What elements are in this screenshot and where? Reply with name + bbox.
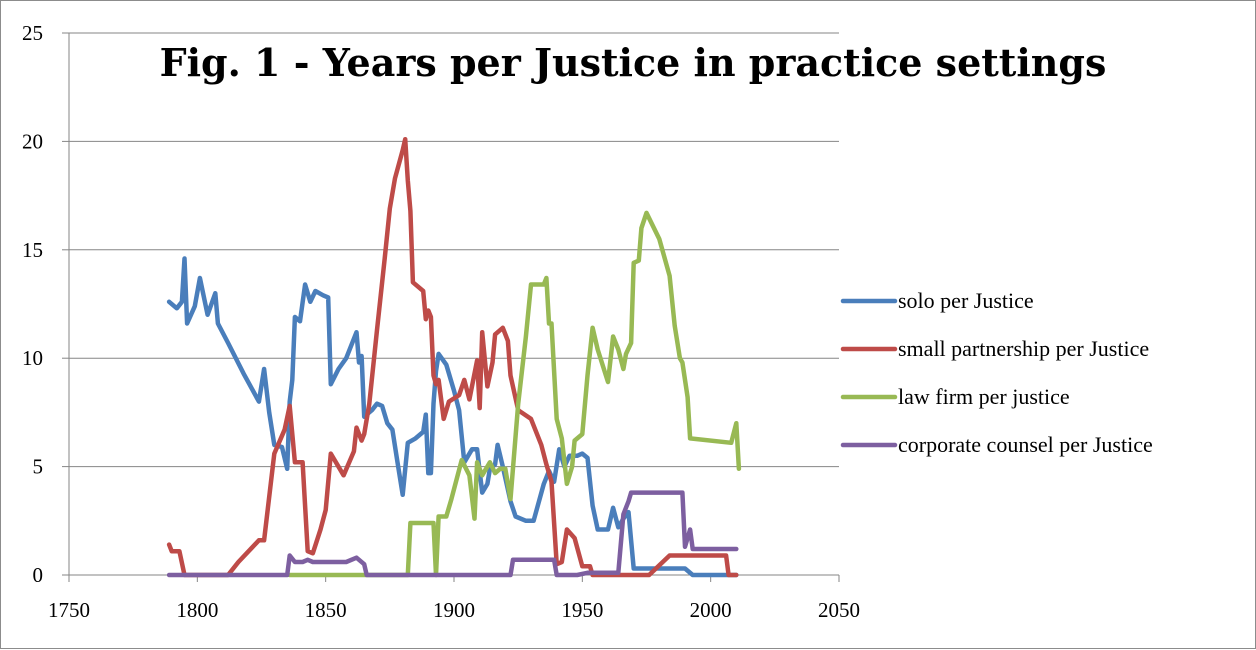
x-tick-label: 2050 bbox=[818, 598, 860, 622]
series-lines bbox=[166, 136, 742, 578]
axes: 0 5 10 15 20 25 1750 1800 1850 1900 1950 2000 2050 bbox=[22, 21, 860, 622]
legend-label: solo per Justice bbox=[898, 288, 1034, 313]
legend-label: corporate counsel per Justice bbox=[898, 432, 1153, 457]
y-tick-label: 25 bbox=[22, 21, 43, 45]
chart-title: Fig. 1 - Years per Justice in practice s… bbox=[160, 40, 1107, 85]
y-tick-label: 20 bbox=[22, 129, 43, 153]
x-tick-label: 1750 bbox=[48, 598, 90, 622]
x-tick-label: 1850 bbox=[305, 598, 347, 622]
series-line-2 bbox=[287, 210, 742, 578]
series-line-0 bbox=[166, 256, 739, 578]
x-tick-label: 2000 bbox=[690, 598, 732, 622]
y-tick-label: 10 bbox=[22, 346, 43, 370]
series-line-1 bbox=[166, 136, 739, 578]
x-tick-label: 1900 bbox=[433, 598, 475, 622]
gridlines bbox=[69, 32, 839, 468]
legend-label: law firm per justice bbox=[898, 384, 1070, 409]
y-tick-label: 15 bbox=[22, 238, 43, 262]
x-tick-label: 1950 bbox=[561, 598, 603, 622]
legend: solo per Justice small partnership per Ju… bbox=[840, 288, 1153, 457]
y-tick-label: 0 bbox=[33, 563, 44, 587]
x-tick-label: 1800 bbox=[176, 598, 218, 622]
series-line-3 bbox=[166, 490, 739, 578]
legend-label: small partnership per Justice bbox=[898, 336, 1149, 361]
y-tick-label: 5 bbox=[33, 455, 44, 479]
